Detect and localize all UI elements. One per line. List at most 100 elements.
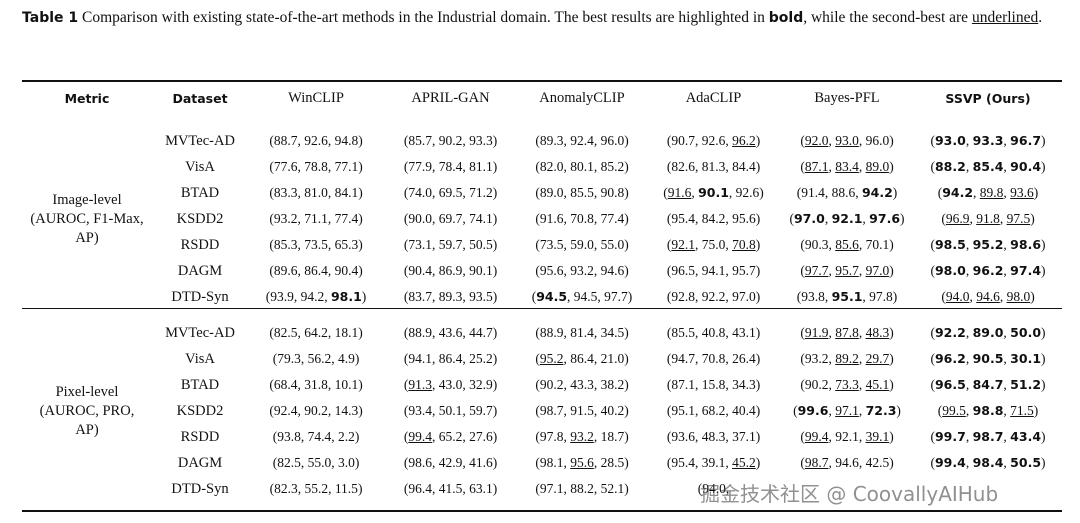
score-cell: (96.5, 94.1, 95.7) <box>666 263 761 278</box>
score-value: 94.5 <box>536 289 568 304</box>
score-value: 93.0 <box>835 133 859 148</box>
score-value: 94.2 <box>300 289 325 304</box>
score-cell: (73.1, 59.7, 50.5) <box>403 237 498 252</box>
dataset-cell: DAGM <box>177 454 223 471</box>
score-value: 92.2 <box>934 325 966 340</box>
score-value: 85.3 <box>273 237 298 252</box>
score-value: 85.6 <box>835 237 859 252</box>
dataset-cell: VisA <box>185 158 215 175</box>
table-row: DTD-Syn (93.9, 94.2, 98.1) (83.7, 89.3, 93… <box>22 284 1062 310</box>
table-top-rule <box>22 80 1062 82</box>
score-value: 26.4 <box>732 351 756 366</box>
score-cell: (92.2, 89.0, 50.0) <box>930 325 1046 340</box>
score-cell: (82.0, 80.1, 85.2) <box>535 159 629 174</box>
score-cell: (82.6, 81.3, 84.4) <box>666 159 761 174</box>
score-value: 93.9 <box>270 289 294 304</box>
score-cell: (93.8, 74.4, 2.2) <box>272 429 360 444</box>
score-cell: (93.8, 95.1, 97.8) <box>796 289 898 304</box>
dataset-cell: BTAD <box>180 184 220 201</box>
score-value: 83.7 <box>408 289 432 304</box>
score-value: 93.8 <box>277 429 301 444</box>
results-table: Metric Dataset WinCLIP APRIL-GAN Anomaly… <box>22 84 1062 502</box>
score-value: 84.2 <box>701 211 726 226</box>
score-value: 99.5 <box>942 403 966 418</box>
score-value: 99.4 <box>408 429 432 444</box>
score-value: 50.0 <box>1010 325 1042 340</box>
score-value: 94.0 <box>702 481 726 496</box>
score-value: 95.6 <box>570 455 594 470</box>
score-cell: (91.3, 43.0, 32.9) <box>403 377 498 392</box>
score-value: 85.5 <box>671 325 695 340</box>
score-cell: (77.6, 78.8, 77.1) <box>269 159 363 174</box>
score-value: 90.1 <box>469 263 493 278</box>
score-value: 56.2 <box>307 351 332 366</box>
score-value: 21.0 <box>600 351 625 366</box>
score-cell: (85.3, 73.5, 65.3) <box>269 237 363 252</box>
caption-text-1: Comparison with existing state-of-the-ar… <box>82 9 769 26</box>
score-value: 45.2 <box>732 455 756 470</box>
score-cell: (98.0, 96.2, 97.4) <box>930 263 1046 278</box>
caption-text-3: . <box>1038 9 1043 26</box>
score-cell: (99.6, 97.1, 72.3) <box>793 403 901 418</box>
score-value: 93.2 <box>570 429 594 444</box>
score-cell: (97.8, 93.2, 18.7) <box>535 429 629 444</box>
table-body: Image-level (AUROC, F1-Max, AP) MVTec-AD (88… <box>22 128 1062 502</box>
score-value: 91.6 <box>539 211 564 226</box>
score-value: 89.3 <box>539 133 564 148</box>
dataset-cell: RSDD <box>180 428 220 445</box>
score-value: 31.8 <box>304 377 328 392</box>
score-value: 86.4 <box>304 263 328 278</box>
score-value: 90.4 <box>1010 159 1042 174</box>
table-bottom-rule <box>22 510 1062 512</box>
score-value: 97.6 <box>869 211 901 226</box>
score-value: 98.6 <box>1010 237 1042 252</box>
score-value: 97.0 <box>865 263 890 278</box>
score-value: 77.4 <box>600 211 625 226</box>
score-value: 72.3 <box>865 403 897 418</box>
score-cell: (73.5, 59.0, 55.0) <box>535 237 629 252</box>
table-caption: Table 1 Comparison with existing state-o… <box>22 6 1062 30</box>
score-value: 96.7 <box>1010 133 1042 148</box>
score-value: 88.6 <box>831 185 856 200</box>
dataset-cell: BTAD <box>180 376 220 393</box>
score-value: 84.1 <box>334 185 359 200</box>
score-cell: (92.1, 75.0, 70.8) <box>666 237 761 252</box>
metric-section-label: Pixel-level (AUROC, PRO, AP) <box>22 320 152 502</box>
score-cell: (79.3, 56.2, 4.9) <box>272 351 360 366</box>
score-value: 70.1 <box>865 237 890 252</box>
score-value: 29.7 <box>865 351 890 366</box>
score-value: 43.4 <box>1010 429 1042 444</box>
score-cell: (95.1, 68.2, 40.4) <box>666 403 761 418</box>
score-value: 93.0 <box>934 133 966 148</box>
score-cell <box>780 476 914 502</box>
score-cell: (93.2, 89.2, 29.7) <box>800 351 894 366</box>
score-value: 50.5 <box>469 237 493 252</box>
score-cell: (89.3, 92.4, 96.0) <box>535 133 629 148</box>
score-value: 70.8 <box>732 237 756 252</box>
score-value: 43.1 <box>732 325 756 340</box>
score-value: 88.2 <box>934 159 966 174</box>
score-value: 95.7 <box>835 263 859 278</box>
score-value: 94.1 <box>701 263 726 278</box>
caption-text-2: , while the second-best are <box>803 9 972 26</box>
score-cell: (77.9, 78.4, 81.1) <box>403 159 498 174</box>
score-value: 87.8 <box>835 325 859 340</box>
score-value: 98.0 <box>1006 289 1031 304</box>
score-cell: (90.2, 73.3, 45.1) <box>800 377 894 392</box>
score-value: 68.2 <box>701 403 726 418</box>
score-cell: (95.4, 39.1, 45.2) <box>666 455 761 470</box>
score-cell: (99.4, 65.2, 27.6) <box>403 429 498 444</box>
score-value: 97.7 <box>804 263 829 278</box>
score-value: 94.2 <box>861 185 893 200</box>
score-value: 30.1 <box>1010 351 1042 366</box>
score-value: 83.3 <box>273 185 298 200</box>
score-value: 90.2 <box>804 377 829 392</box>
score-value: 91.3 <box>408 377 432 392</box>
score-value: 97.4 <box>1010 263 1042 278</box>
score-value: 93.6 <box>671 429 695 444</box>
table-row: BTAD (68.4, 31.8, 10.1) (91.3, 43.0, 32.9)… <box>22 372 1062 398</box>
score-value: 98.0 <box>934 263 966 278</box>
score-value: 96.2 <box>934 351 966 366</box>
header-bayes-pfl: Bayes-PFL <box>814 89 880 106</box>
score-value: 71.2 <box>469 185 493 200</box>
